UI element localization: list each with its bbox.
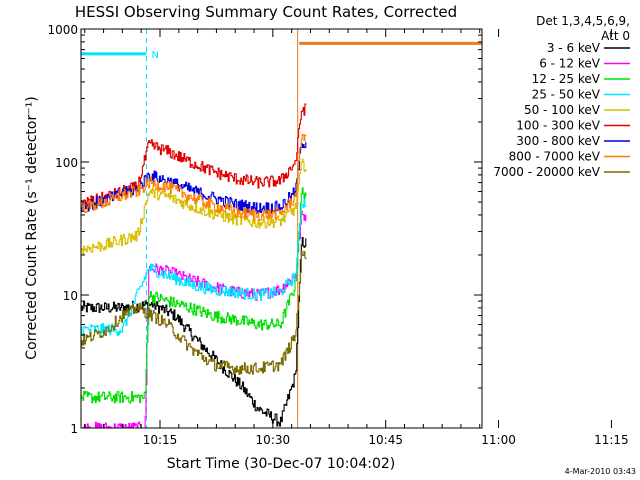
legend-label-1: 6 - 12 keV xyxy=(539,57,601,71)
footer-date: 4-Mar-2010 03:43 xyxy=(565,467,636,476)
legend-label-6: 300 - 800 keV xyxy=(516,134,600,148)
legend-label-5: 100 - 300 keV xyxy=(516,119,600,133)
chart-title: HESSI Observing Summary Count Rates, Cor… xyxy=(75,3,457,21)
y-axis-label: Corrected Count Rate (s⁻¹ detector⁻¹) xyxy=(24,96,40,359)
flag-n-label: N xyxy=(151,50,158,61)
plot-frame xyxy=(80,28,483,429)
series-line-5 xyxy=(81,103,307,207)
legend-label-8: 7000 - 20000 keV xyxy=(493,165,600,179)
legend-label-0: 3 - 6 keV xyxy=(547,41,601,55)
series-line-0 xyxy=(81,237,307,427)
x-tick-label-4: 11:15 xyxy=(594,433,629,447)
series-line-2 xyxy=(81,187,307,404)
legend-label-4: 50 - 100 keV xyxy=(524,103,601,117)
series-line-4 xyxy=(81,158,307,256)
y-tick-label-2: 100 xyxy=(55,156,78,170)
y-tick-label-0: 1 xyxy=(70,422,78,436)
legend: Det 1,3,4,5,6,9, Att 0 3 - 6 keV 6 - 12 k… xyxy=(493,14,630,179)
x-axis-label: Start Time (30-Dec-07 10:04:02) xyxy=(167,456,395,472)
x-tick-label-3: 11:00 xyxy=(481,433,516,447)
y-tick-label-1: 10 xyxy=(63,289,78,303)
x-tick-label-2: 10:45 xyxy=(368,433,403,447)
legend-header-attenuator: Att 0 xyxy=(601,29,630,43)
legend-label-7: 800 - 7000 keV xyxy=(509,150,601,164)
x-tick-label-0: 10:15 xyxy=(143,433,178,447)
x-tick-label-1: 10:30 xyxy=(256,433,291,447)
series-line-3 xyxy=(81,198,307,336)
series-line-7 xyxy=(81,133,307,221)
series-line-8 xyxy=(81,250,307,375)
legend-label-2: 12 - 25 keV xyxy=(532,72,601,86)
y-tick-label-3: 1000 xyxy=(47,23,78,37)
legend-label-3: 25 - 50 keV xyxy=(532,88,601,102)
flag-s-label: S xyxy=(489,39,495,50)
legend-header-detectors: Det 1,3,4,5,6,9, xyxy=(536,14,630,28)
